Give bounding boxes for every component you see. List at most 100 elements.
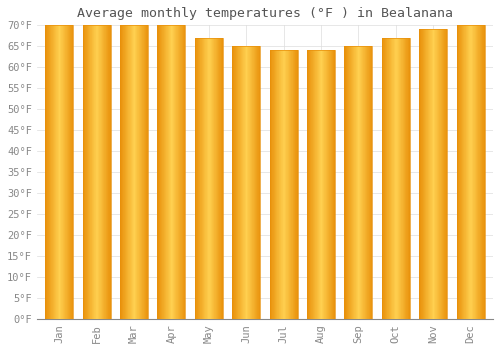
Bar [233,46,234,320]
Bar [170,25,171,320]
Bar [319,50,320,320]
Bar [54,25,55,320]
Bar [240,46,241,320]
Bar [143,25,144,320]
Bar [221,38,222,320]
Bar [394,38,396,320]
Bar [437,29,438,320]
Bar [353,46,354,320]
Bar [108,25,109,320]
Bar [272,50,273,320]
Bar [358,46,359,320]
Bar [123,25,124,320]
Bar [292,50,293,320]
Bar [270,50,297,320]
Bar [48,25,49,320]
Bar [203,38,204,320]
Bar [216,38,217,320]
Bar [208,38,209,320]
Bar [91,25,92,320]
Bar [236,46,238,320]
Bar [388,38,389,320]
Bar [311,50,312,320]
Bar [296,50,297,320]
Bar [440,29,441,320]
Bar [398,38,399,320]
Bar [122,25,123,320]
Bar [392,38,393,320]
Bar [182,25,183,320]
Bar [158,25,186,320]
Bar [106,25,108,320]
Bar [254,46,255,320]
Bar [359,46,360,320]
Bar [441,29,442,320]
Bar [252,46,253,320]
Bar [408,38,410,320]
Bar [204,38,205,320]
Bar [131,25,132,320]
Bar [426,29,427,320]
Bar [315,50,316,320]
Bar [391,38,392,320]
Bar [58,25,59,320]
Bar [420,29,421,320]
Bar [51,25,52,320]
Bar [124,25,125,320]
Bar [241,46,242,320]
Bar [321,50,322,320]
Bar [82,25,83,320]
Bar [180,25,181,320]
Bar [389,38,390,320]
Bar [434,29,435,320]
Bar [89,25,90,320]
Bar [82,25,110,320]
Bar [159,25,160,320]
Bar [356,46,358,320]
Bar [317,50,318,320]
Bar [175,25,176,320]
Bar [59,25,60,320]
Bar [287,50,288,320]
Bar [253,46,254,320]
Bar [181,25,182,320]
Bar [98,25,99,320]
Bar [475,25,476,320]
Bar [61,25,62,320]
Bar [369,46,370,320]
Bar [294,50,295,320]
Bar [290,50,291,320]
Bar [242,46,243,320]
Bar [62,25,63,320]
Bar [232,46,260,320]
Bar [207,38,208,320]
Bar [99,25,100,320]
Bar [238,46,239,320]
Bar [422,29,423,320]
Bar [161,25,162,320]
Bar [421,29,422,320]
Bar [361,46,362,320]
Bar [279,50,280,320]
Bar [147,25,148,320]
Bar [363,46,364,320]
Bar [327,50,328,320]
Bar [284,50,285,320]
Bar [313,50,314,320]
Bar [47,25,48,320]
Bar [235,46,236,320]
Bar [171,25,172,320]
Bar [456,25,457,320]
Bar [146,25,147,320]
Bar [386,38,387,320]
Bar [397,38,398,320]
Bar [134,25,135,320]
Bar [419,29,447,320]
Bar [215,38,216,320]
Bar [473,25,474,320]
Bar [121,25,122,320]
Bar [382,38,383,320]
Bar [169,25,170,320]
Bar [332,50,333,320]
Bar [185,25,186,320]
